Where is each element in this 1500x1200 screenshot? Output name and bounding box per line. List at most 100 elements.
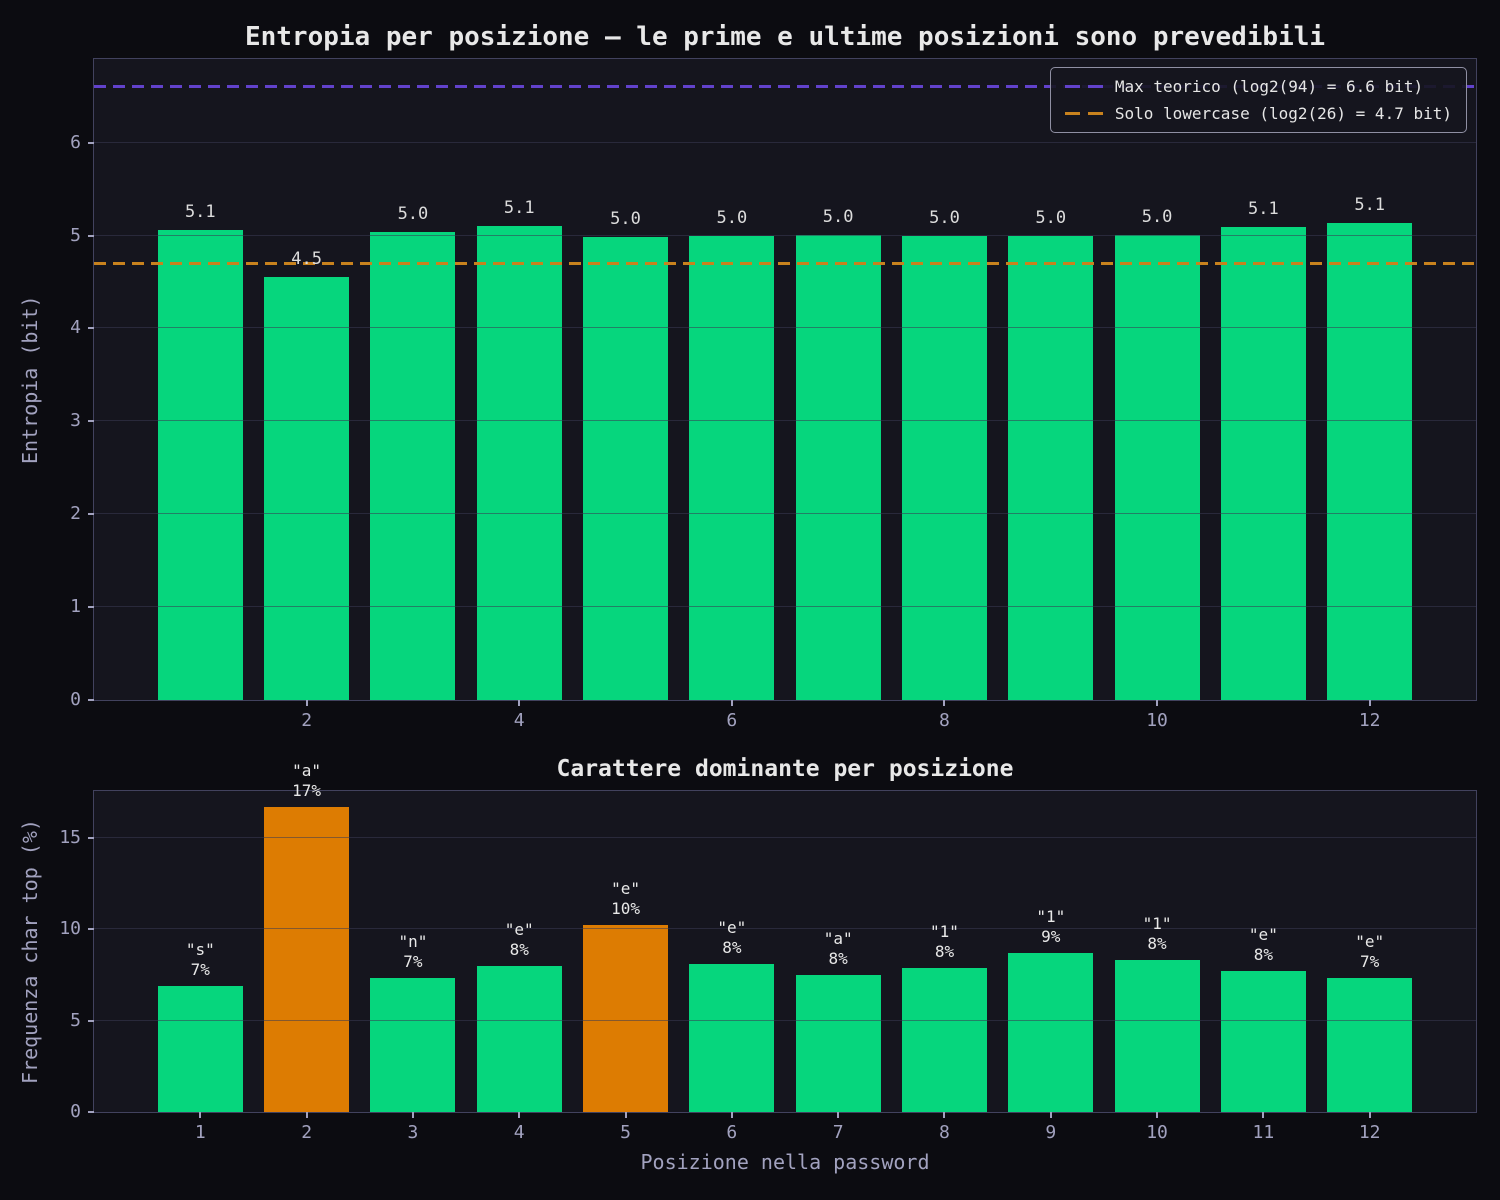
x-tick-label: 11: [1252, 1122, 1275, 1143]
bar-value-label: 4.5: [291, 249, 322, 270]
x-tick-mark: [730, 1112, 733, 1118]
bar-position-6: [689, 235, 775, 700]
bar-position-2: [264, 806, 350, 1112]
y-tick-label: 15: [59, 826, 81, 848]
dominant-char-percent: 8%: [828, 948, 848, 968]
x-tick-mark: [1049, 1112, 1052, 1118]
bar-position-9: [1008, 235, 1094, 700]
x-tick-label: 7: [832, 1122, 844, 1143]
x-tick-mark: [730, 700, 733, 706]
bar-char-label: "a" 17%: [292, 761, 321, 801]
dominant-char-text: "s": [185, 939, 215, 959]
y-tick-mark: [88, 234, 94, 237]
reference-line-max-teorico: [94, 85, 1476, 89]
dominant-char-percent: 8%: [509, 939, 529, 959]
dominant-char-percent: 10%: [611, 899, 640, 919]
x-tick-mark: [305, 1112, 308, 1118]
bar-char-label: "n" 7%: [398, 932, 427, 972]
x-tick-label: 4: [513, 710, 525, 731]
bar-position-10: [1114, 960, 1200, 1112]
y-tick-label: 6: [70, 131, 81, 153]
x-tick-label: 5: [620, 1122, 631, 1143]
legend-item-solo-lowercase: Solo lowercase (log2(26) = 4.7 bit): [1064, 104, 1452, 123]
x-tick-mark: [837, 1112, 840, 1118]
bar-value-label: 5.1: [184, 201, 216, 222]
x-tick-label: 10: [1146, 1122, 1168, 1143]
bar-position-10: [1114, 234, 1200, 700]
legend-dash-orange-icon: [1064, 112, 1103, 115]
bar-position-7: [795, 234, 881, 700]
dominant-char-percent: 17%: [292, 780, 322, 800]
dominant-char-percent: 8%: [934, 941, 955, 961]
bar-position-11: [1220, 227, 1306, 700]
y-tick-label: 10: [59, 918, 81, 940]
bar-value-label: 5.1: [1248, 199, 1279, 220]
legend-label-max-teorico: Max teorico (log2(94) = 6.6 bit): [1114, 77, 1424, 96]
bar-value-label: 5.0: [610, 209, 641, 230]
y-tick-label: 0: [70, 1101, 81, 1122]
x-tick-label: 2: [301, 710, 313, 731]
dominant-char-percent: 7%: [190, 959, 210, 979]
dominant-char-percent: 8%: [1253, 945, 1273, 965]
bar-char-label: "a" 8%: [824, 929, 853, 969]
bar-position-6: [689, 963, 775, 1112]
x-tick-mark: [943, 1112, 946, 1118]
bar-position-5: [583, 237, 669, 700]
x-tick-mark: [518, 700, 521, 706]
bar-value-label: 5.1: [503, 198, 535, 219]
y-tick-mark: [88, 699, 94, 701]
dominant-char-percent: 8%: [1147, 934, 1167, 954]
gridline-y-2: [94, 513, 1476, 515]
dominant-char-text: "a": [292, 760, 322, 780]
x-tick-label: 6: [726, 1122, 738, 1143]
bar-value-label: 5.0: [822, 206, 854, 227]
x-tick-label: 2: [301, 1122, 313, 1143]
bar-position-3: [370, 978, 456, 1112]
dominant-char-text: "n": [398, 932, 428, 952]
legend-dash-purple-icon: [1064, 85, 1103, 88]
y-tick-mark: [88, 1019, 94, 1022]
x-axis-label: Posizione nella password: [640, 1150, 930, 1174]
x-tick-label: 8: [939, 1122, 950, 1143]
y-tick-mark: [88, 327, 94, 330]
legend-label-solo-lowercase: Solo lowercase (log2(26) = 4.7 bit): [1114, 104, 1452, 123]
dominant-char-text: "e": [1355, 932, 1385, 952]
bar-position-8: [901, 967, 987, 1112]
dominant-char-plot-area: 0 5 10 15 1 2 3 4 5 6 7 8 9 10 11 12 "s" 7% "a" 17% "n" 7% "e"…: [59, 761, 1477, 1143]
bar-position-1: [157, 985, 243, 1112]
dominant-char-y-axis-label: Frequenza char top (%): [18, 819, 42, 1084]
gridline-y-10: [94, 928, 1476, 930]
bar-value-label: 5.0: [397, 203, 429, 224]
gridline-y-15: [94, 836, 1476, 838]
bar-position-5: [583, 925, 669, 1112]
x-tick-label: 9: [1045, 1122, 1057, 1143]
y-tick-label: 5: [70, 1009, 81, 1031]
entropy-plot-area: Max teorico (log2(94) = 6.6 bit) Solo lo…: [70, 58, 1477, 731]
bar-position-12: [1327, 978, 1413, 1112]
gridline-y-5: [94, 1019, 1476, 1021]
x-tick-label: 3: [407, 1122, 419, 1143]
x-tick-label: 10: [1146, 710, 1168, 731]
x-tick-label: 8: [939, 710, 950, 731]
x-tick-label: 1: [194, 1122, 206, 1143]
y-tick-mark: [88, 606, 94, 609]
dominant-char-percent: 7%: [403, 952, 423, 972]
y-tick-label: 3: [70, 410, 81, 432]
bar-position-2: [264, 277, 350, 700]
bar-char-label: "e" 8%: [717, 918, 746, 958]
x-tick-mark: [1262, 1112, 1265, 1118]
gridline-y-1: [94, 606, 1476, 608]
x-tick-mark: [199, 1112, 202, 1118]
x-tick-label: 4: [513, 1122, 525, 1143]
x-tick-label: 6: [726, 710, 738, 731]
y-tick-mark: [88, 1111, 94, 1113]
dominant-char-percent: 7%: [1360, 952, 1380, 972]
x-tick-mark: [943, 700, 946, 706]
dominant-char-text: "e": [1248, 925, 1278, 945]
dominant-char-chart-title: Carattere dominante per posizione: [556, 756, 1014, 782]
x-tick-label: 12: [1358, 1122, 1381, 1143]
bar-position-3: [370, 231, 456, 700]
bar-position-1: [157, 229, 243, 700]
x-tick-label: 12: [1358, 710, 1381, 731]
gridline-y-5: [94, 234, 1476, 236]
